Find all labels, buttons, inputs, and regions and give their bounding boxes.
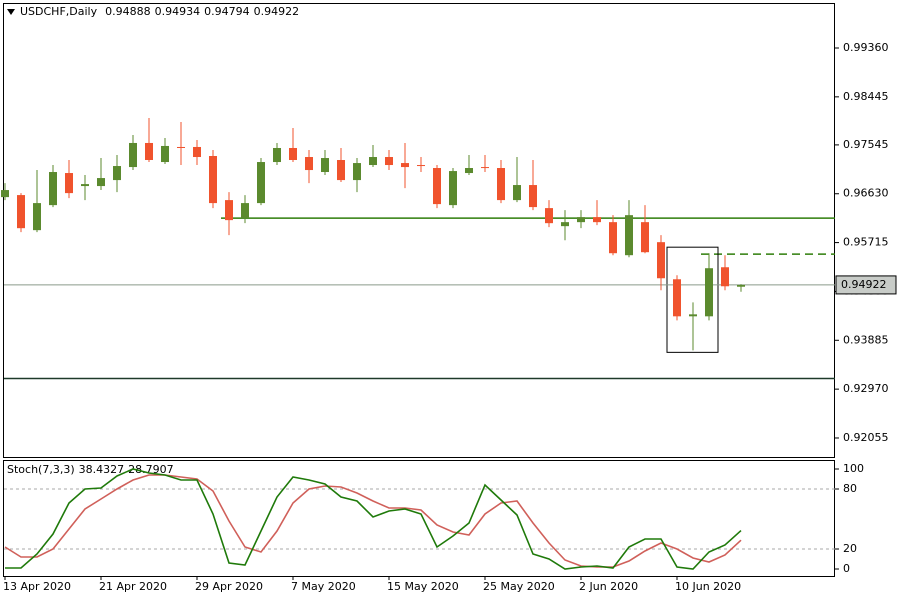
candle-body <box>305 157 313 171</box>
candle-body <box>161 145 169 163</box>
candle-body <box>273 147 281 163</box>
candle-body <box>465 168 473 174</box>
candle-body <box>705 268 713 317</box>
candle-body <box>593 217 601 223</box>
y-tick-label: 0.95715 <box>843 236 889 249</box>
candle-body <box>497 168 505 201</box>
candle-body <box>609 222 617 254</box>
candle-body <box>209 156 217 204</box>
x-tick-label: 21 Apr 2020 <box>99 580 167 593</box>
candle-body <box>529 185 537 208</box>
candle-body <box>577 217 585 223</box>
y-tick-label: 0.92055 <box>843 431 889 444</box>
candle-body <box>1 190 9 198</box>
candle-body <box>33 203 41 231</box>
candle-body <box>385 157 393 166</box>
price-label: 0.94922 <box>841 278 887 291</box>
y-tick-label: 0.97545 <box>843 138 889 151</box>
candle-body <box>449 171 457 206</box>
y-tick-label: 0.96630 <box>843 187 889 200</box>
stoch-line <box>4 474 742 568</box>
header-low: 0.94794 <box>204 5 250 18</box>
x-tick-label: 15 May 2020 <box>387 580 459 593</box>
candle-body <box>17 195 25 229</box>
stoch-main-value: 38.4327 <box>79 463 125 476</box>
candle-body <box>561 222 569 227</box>
stoch-title: Stoch(7,3,3) <box>7 463 75 476</box>
candle-body <box>225 200 233 221</box>
candle-body <box>689 314 697 317</box>
candle-body <box>625 215 633 256</box>
candle-body <box>545 208 553 224</box>
header-high: 0.94934 <box>155 5 201 18</box>
candle-body <box>673 279 681 317</box>
candle-body <box>417 165 425 167</box>
candle-body <box>177 146 185 148</box>
stoch-signal-value: 28.7907 <box>128 463 174 476</box>
main-panel-frame <box>3 3 835 458</box>
candle-body <box>641 222 649 253</box>
candle-body <box>721 267 729 287</box>
candle-body <box>113 166 121 181</box>
candle-body <box>289 147 297 161</box>
candle-body <box>737 284 745 287</box>
symbol-title: USDCHF,Daily <box>20 5 98 18</box>
y-tick-label: 100 <box>843 462 864 475</box>
y-tick-label: 80 <box>843 482 857 495</box>
candle-body <box>193 146 201 158</box>
candle-body <box>353 163 361 181</box>
candle-body <box>97 178 105 187</box>
stoch-panel-frame <box>3 460 835 577</box>
candle-body <box>433 168 441 205</box>
candle-body <box>337 160 345 181</box>
stoch-line <box>5 468 742 570</box>
y-tick-label: 0.99360 <box>843 41 889 54</box>
candle-body <box>513 185 521 201</box>
candle-body <box>49 172 57 206</box>
x-tick-label: 25 May 2020 <box>483 580 555 593</box>
candle-body <box>369 157 377 166</box>
chart-header: USDCHF,Daily 0.94888 0.94934 0.94794 0.94922 <box>20 5 299 18</box>
candle-body <box>145 142 153 161</box>
x-tick-label: 29 Apr 2020 <box>195 580 263 593</box>
y-tick-label: 20 <box>843 542 857 555</box>
y-tick-label: 0.93885 <box>843 333 889 346</box>
candle-body <box>65 173 73 194</box>
candle-body <box>657 242 665 279</box>
y-tick-label: 0.92970 <box>843 382 889 395</box>
candle-body <box>257 162 265 204</box>
candle-body <box>81 184 89 187</box>
price-label-box <box>835 275 897 295</box>
box <box>666 246 719 353</box>
stoch-header: Stoch(7,3,3) 38.4327 28.7907 <box>7 463 174 476</box>
x-tick-label: 7 May 2020 <box>291 580 356 593</box>
header-open: 0.94888 <box>105 5 151 18</box>
candle-body <box>481 167 489 169</box>
header-close: 0.94922 <box>254 5 300 18</box>
candle-body <box>129 142 137 168</box>
x-tick-label: 13 Apr 2020 <box>3 580 71 593</box>
candle-body <box>401 163 409 168</box>
candle-body <box>321 158 329 173</box>
y-tick-label: 0.98445 <box>843 90 889 103</box>
menu-arrow[interactable] <box>7 9 15 15</box>
y-tick-label: 0 <box>843 562 850 575</box>
x-tick-label: 2 Jun 2020 <box>579 580 638 593</box>
x-tick-label: 10 Jun 2020 <box>675 580 741 593</box>
candle-body <box>241 203 249 219</box>
